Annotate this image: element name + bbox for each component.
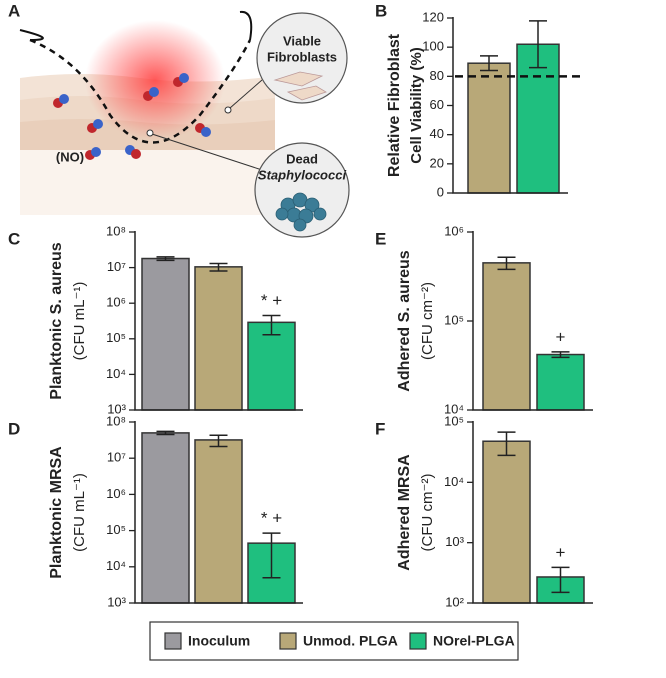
- y-tick-label: 10⁶: [106, 295, 126, 310]
- error-bar: [529, 20, 547, 69]
- error-bar: [262, 532, 281, 579]
- error-bar: [551, 566, 570, 594]
- y-axis-label: (CFU mL⁻¹): [71, 282, 88, 361]
- axis: [134, 231, 303, 411]
- y-axis-label: Cell Viability (%): [408, 47, 425, 163]
- legend-swatch: [409, 632, 427, 650]
- legend-label: Inoculum: [188, 633, 250, 649]
- bar: [482, 440, 531, 604]
- legend-swatch: [279, 632, 297, 650]
- axis: [134, 421, 303, 604]
- panel-letter: C: [8, 229, 20, 248]
- significance-label: * +: [261, 291, 282, 310]
- significance-label: +: [556, 543, 566, 562]
- y-tick-label: 10⁴: [444, 474, 464, 489]
- y-tick-label: 10²: [445, 594, 464, 609]
- panel-letter: D: [8, 419, 20, 438]
- panel-letter: E: [375, 229, 386, 248]
- y-axis-label: Planktonic S. aureus: [48, 242, 65, 399]
- y-axis-label: (CFU cm⁻²): [419, 282, 436, 360]
- axis: [472, 231, 593, 411]
- y-axis-label: Adhered MRSA: [396, 454, 413, 571]
- y-tick-label: 10⁵: [444, 413, 464, 428]
- y-tick-label: 10⁶: [444, 223, 464, 238]
- error-bar: [262, 314, 281, 336]
- callout-text: Dead: [286, 151, 318, 166]
- y-tick-label: 120: [422, 9, 444, 24]
- error-bar: [156, 256, 175, 262]
- y-tick-label: 10⁵: [106, 330, 126, 345]
- y-axis-label: (CFU mL⁻¹): [71, 473, 88, 552]
- bar: [247, 321, 296, 411]
- bar: [467, 62, 511, 194]
- legend-label: Unmod. PLGA: [303, 633, 398, 649]
- y-tick-label: 10⁷: [107, 259, 126, 274]
- y-tick-label: 10⁴: [444, 401, 464, 416]
- error-bar: [480, 55, 498, 72]
- y-tick-label: 10³: [445, 534, 464, 549]
- bar: [194, 266, 243, 411]
- y-tick-label: 20: [430, 155, 444, 170]
- y-axis-label: Relative Fibroblast: [386, 33, 403, 177]
- callout-text: Fibroblasts: [267, 49, 337, 64]
- y-tick-label: 0: [437, 184, 444, 199]
- legend-box: [149, 621, 519, 661]
- callout-text: Staphylococci: [258, 167, 347, 182]
- y-axis-label: Adhered S. aureus: [396, 250, 413, 391]
- bar: [141, 257, 190, 411]
- error-bar: [551, 351, 570, 359]
- y-tick-label: 10⁵: [106, 522, 126, 537]
- error-bar: [209, 262, 228, 272]
- error-bar: [209, 434, 228, 448]
- callout-text: Viable: [283, 33, 321, 48]
- y-tick-label: 10⁴: [106, 366, 126, 381]
- y-tick-label: 10⁸: [106, 413, 126, 428]
- error-bar: [497, 431, 516, 457]
- bar: [141, 432, 190, 604]
- illustration: [19, 10, 350, 238]
- bar: [482, 262, 531, 411]
- panel-letter: F: [375, 419, 385, 438]
- y-tick-label: 80: [430, 68, 444, 83]
- bar: [194, 439, 243, 604]
- axis: [472, 421, 593, 604]
- panel-letter: B: [375, 1, 387, 20]
- y-axis-label: Planktonic MRSA: [48, 446, 65, 579]
- significance-label: * +: [261, 509, 282, 528]
- panel-letter: A: [8, 1, 20, 20]
- error-bar: [497, 256, 516, 271]
- y-tick-label: 10⁴: [106, 558, 126, 573]
- y-axis-label: (CFU cm⁻²): [419, 474, 436, 552]
- y-tick-label: 10⁸: [106, 223, 126, 238]
- legend-swatch: [164, 632, 182, 650]
- significance-label: +: [556, 327, 566, 346]
- y-tick-label: 10⁷: [107, 450, 126, 465]
- y-tick-label: 40: [430, 126, 444, 141]
- y-tick-label: 10⁶: [106, 486, 126, 501]
- axis: [452, 17, 568, 194]
- legend-label: NOrel-PLGA: [433, 633, 515, 649]
- y-tick-label: 10⁵: [444, 312, 464, 327]
- y-tick-label: 100: [422, 39, 444, 54]
- y-tick-label: 60: [430, 97, 444, 112]
- no-label: (NO): [56, 149, 84, 164]
- y-tick-label: 10³: [107, 401, 126, 416]
- bar: [536, 353, 585, 411]
- y-tick-label: 10³: [107, 594, 126, 609]
- error-bar: [156, 430, 175, 436]
